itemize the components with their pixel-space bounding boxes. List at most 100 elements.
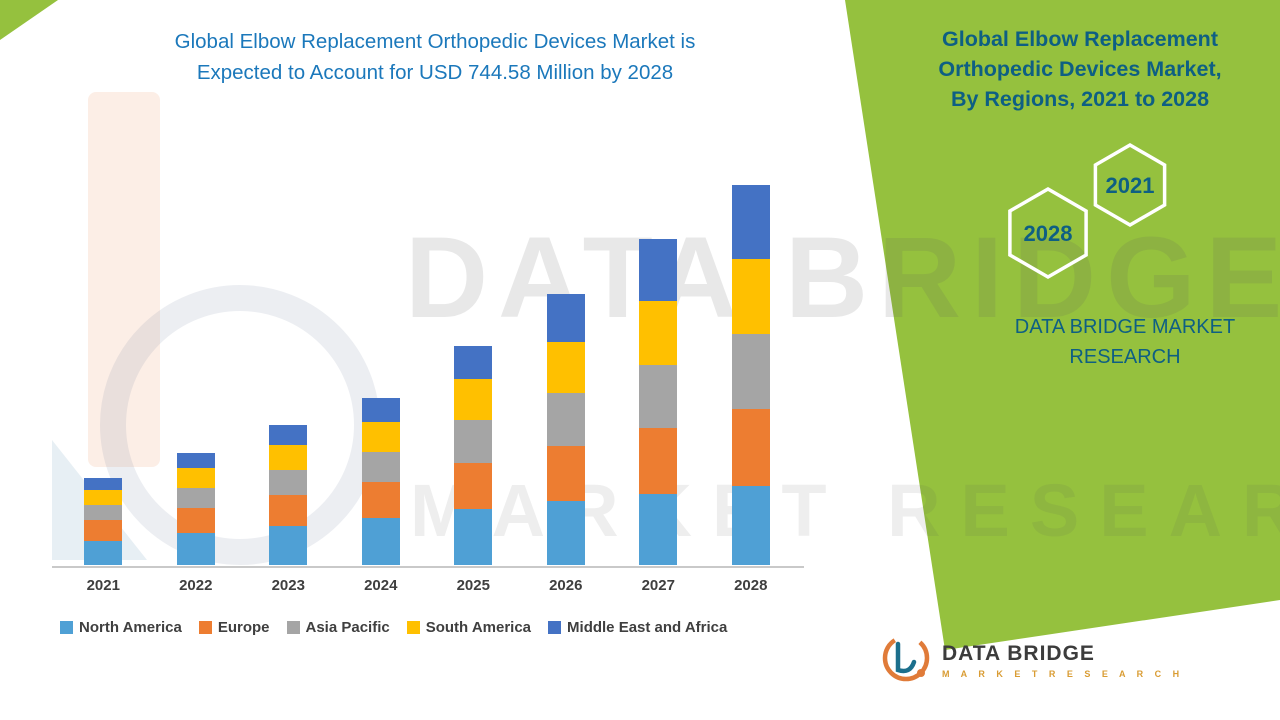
- chart-title-line2: Expected to Account for USD 744.58 Milli…: [196, 61, 674, 84]
- bar-column-2021: [57, 185, 150, 565]
- chart-title: Global Elbow Replacement Orthopedic Devi…: [80, 26, 790, 88]
- stacked-bar-2023: [269, 424, 308, 565]
- dbmr-logo: DATA BRIDGE M A R K E T R E S E A R C H: [880, 632, 1184, 689]
- x-tick-label-2025: 2025: [456, 577, 490, 594]
- bar-segment-2027: [639, 300, 678, 365]
- bar-segment-2027: [639, 364, 678, 429]
- hexagon-2021-icon: 2021: [1093, 142, 1167, 228]
- x-axis-line: [52, 566, 804, 568]
- bar-segment-2027: [639, 238, 678, 301]
- bar-segment-2021: [84, 540, 123, 565]
- bar-segment-2024: [361, 518, 400, 565]
- side-panel-title-line3: By Regions, 2021 to 2028: [950, 87, 1210, 111]
- stacked-bar-2021: [84, 478, 123, 565]
- bar-segment-2025: [454, 508, 493, 565]
- bar-segment-2022: [176, 533, 215, 565]
- legend-swatch-icon: [60, 621, 73, 634]
- bar-segment-2028: [731, 485, 770, 565]
- bar-segment-2025: [454, 463, 493, 509]
- bar-segment-2023: [269, 445, 308, 470]
- x-tick-label-2024: 2024: [364, 577, 398, 594]
- side-panel-title-line2: Orthopedic Devices Market,: [938, 57, 1222, 81]
- hex-year-2028: 2028: [1024, 221, 1073, 246]
- x-tick-label-2026: 2026: [549, 577, 583, 594]
- dbmr-logo-circle-icon: [880, 632, 932, 689]
- hexagon-2028-icon: 2028: [1008, 186, 1088, 280]
- legend-item: Middle East and Africa: [548, 619, 727, 636]
- bar-segment-2022: [176, 452, 215, 469]
- legend-item: Europe: [198, 619, 270, 636]
- x-tick-labels: 2021 2022 2023 2024 2025 2026 2027 2028: [57, 577, 797, 594]
- stacked-bar-2027: [639, 238, 678, 565]
- bar-segment-2023: [269, 469, 308, 496]
- x-tick-label-2023: 2023: [271, 577, 305, 594]
- legend-label: Middle East and Africa: [567, 619, 728, 636]
- dbmr-logo-tagline: M A R K E T R E S E A R C H: [942, 669, 1184, 679]
- bar-segment-2027: [639, 493, 678, 565]
- side-panel-title: Global Elbow Replacement Orthopedic Devi…: [908, 24, 1252, 114]
- bar-segment-2021: [84, 520, 123, 541]
- chart-title-line1: Global Elbow Replacement Orthopedic Devi…: [174, 30, 696, 53]
- bar-segment-2028: [731, 258, 770, 334]
- legend-item: Asia Pacific: [286, 619, 390, 636]
- bar-segment-2024: [361, 451, 400, 483]
- bar-segment-2024: [361, 422, 400, 452]
- x-tick-label-2022: 2022: [179, 577, 213, 594]
- bar-segment-2025: [454, 378, 493, 420]
- bar-segment-2026: [546, 392, 585, 447]
- bar-segment-2021: [84, 504, 123, 521]
- legend-label: Europe: [217, 619, 270, 636]
- bar-column-2028: [705, 185, 798, 565]
- x-tick-label-2027: 2027: [641, 577, 675, 594]
- bar-segment-2027: [639, 428, 678, 494]
- hex-year-2021: 2021: [1106, 173, 1155, 198]
- bar-column-2025: [427, 185, 520, 565]
- bar-segment-2022: [176, 487, 215, 508]
- stacked-bar-2022: [176, 452, 215, 565]
- bar-column-2022: [150, 185, 243, 565]
- bar-segment-2026: [546, 446, 585, 502]
- bar-segment-2025: [454, 419, 493, 464]
- bar-segment-2021: [84, 478, 123, 490]
- bar-segment-2028: [731, 409, 770, 486]
- bar-segment-2028: [731, 333, 770, 410]
- legend-swatch-icon: [548, 621, 562, 634]
- year-hexagons: 2028 2021: [985, 140, 1195, 290]
- legend: North America Europe Asia Pacific South Ame…: [60, 619, 727, 636]
- stacked-bar-2026: [546, 293, 585, 565]
- bar-column-2024: [335, 185, 428, 565]
- bar-column-2027: [612, 185, 705, 565]
- brand-text-line1: DATA BRIDGE MARKET: [1014, 316, 1236, 338]
- side-panel-brand-text: DATA BRIDGE MARKET RESEARCH: [975, 312, 1275, 372]
- legend-swatch-icon: [406, 621, 420, 634]
- legend-label: Asia Pacific: [305, 619, 390, 636]
- legend-label: North America: [79, 619, 182, 636]
- side-panel-title-line1: Global Elbow Replacement: [942, 27, 1218, 51]
- stacked-bar-2028: [731, 185, 770, 565]
- bar-segment-2025: [454, 346, 493, 379]
- legend-item: North America: [60, 619, 182, 636]
- bar-column-2026: [520, 185, 613, 565]
- x-tick-label-2028: 2028: [734, 577, 768, 594]
- bar-segment-2023: [269, 424, 308, 446]
- bar-segment-2022: [176, 507, 215, 534]
- bar-segment-2023: [269, 525, 308, 565]
- stacked-bar-2024: [361, 398, 400, 565]
- bar-segment-2021: [84, 489, 123, 505]
- bar-segment-2024: [361, 482, 400, 518]
- dbmr-logo-name: DATA BRIDGE: [942, 642, 1095, 665]
- brand-text-line2: RESEARCH: [1069, 346, 1181, 368]
- bar-segment-2026: [546, 501, 585, 565]
- bar-column-2023: [242, 185, 335, 565]
- bar-segment-2028: [731, 185, 770, 259]
- bar-segment-2026: [546, 341, 585, 393]
- corner-triangle-decoration: [0, 0, 58, 40]
- x-tick-label-2021: 2021: [86, 577, 120, 594]
- bar-segment-2024: [361, 398, 400, 423]
- bar-chart: [57, 185, 797, 565]
- stacked-bar-2025: [454, 346, 493, 565]
- legend-swatch-icon: [198, 621, 212, 634]
- bar-segment-2026: [546, 293, 585, 342]
- legend-swatch-icon: [286, 621, 300, 634]
